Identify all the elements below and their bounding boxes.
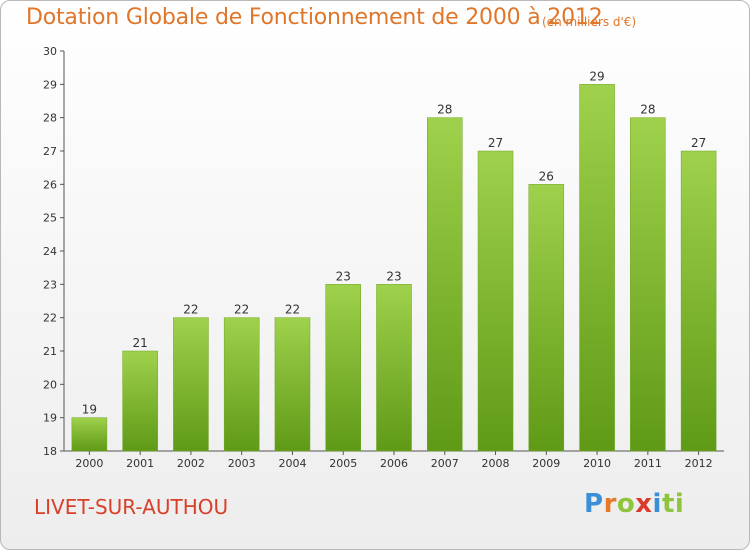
y-tick-label: 18: [43, 445, 57, 458]
bar: [477, 150, 514, 452]
x-tick-label: 2004: [278, 457, 306, 470]
logo-letter: ti: [661, 489, 685, 519]
y-tick-label: 25: [43, 212, 57, 225]
bar: [630, 117, 666, 452]
y-tick-label: 22: [43, 312, 57, 325]
data-label: 27: [488, 136, 503, 150]
data-label: 23: [336, 269, 351, 283]
data-label: 21: [133, 336, 148, 350]
bar: [579, 84, 615, 452]
y-tick-label: 30: [43, 45, 57, 58]
data-label: 29: [589, 69, 604, 83]
y-tick-label: 28: [43, 112, 57, 125]
chart-title: Dotation Globale de Fonctionnement de 20…: [26, 5, 603, 30]
data-label: 28: [437, 103, 452, 117]
data-label: 23: [386, 269, 401, 283]
logo-letter: x: [635, 489, 653, 519]
data-label: 26: [539, 169, 554, 183]
chart-labels: 19 21 22 22 22 23 23 28 27 26 29 28 27: [82, 69, 707, 416]
data-label: 22: [234, 303, 249, 317]
bar: [427, 117, 463, 452]
logo-letter: P: [584, 489, 604, 519]
x-tick-label: 2001: [126, 457, 154, 470]
data-label: 28: [640, 103, 655, 117]
bar: [325, 284, 361, 452]
x-tick-label: 2012: [685, 457, 713, 470]
y-tick-label: 23: [43, 278, 57, 291]
y-tick-label: 27: [43, 145, 57, 158]
bar: [274, 317, 311, 452]
proxiti-logo[interactable]: Proxiti: [584, 489, 684, 519]
data-label: 22: [285, 303, 300, 317]
x-tick-label: 2005: [329, 457, 357, 470]
x-tick-label: 2000: [75, 457, 103, 470]
y-tick-label: 29: [43, 78, 57, 91]
bar: [376, 284, 412, 452]
chart-axes: 18 19 20 21 22 23 24 25 26 27 28 29 30 2000 2001 2002 20…: [43, 45, 724, 470]
logo-letter: r: [603, 489, 617, 519]
bar: [173, 317, 209, 452]
x-tick-label: 2007: [431, 457, 459, 470]
bar: [223, 317, 260, 452]
logo-letter: o: [616, 489, 636, 519]
chart-subtitle: (en milliers d'€): [542, 15, 637, 29]
bar: [528, 184, 565, 452]
x-tick-label: 2006: [380, 457, 408, 470]
y-tick-label: 26: [43, 178, 57, 191]
x-tick-label: 2008: [482, 457, 510, 470]
data-label: 22: [183, 303, 198, 317]
chart-bars: [71, 84, 717, 452]
y-tick-label: 21: [43, 345, 57, 358]
x-tick-label: 2009: [532, 457, 560, 470]
bar: [122, 350, 158, 452]
y-tick-label: 20: [43, 378, 57, 391]
data-label: 27: [691, 136, 706, 150]
y-tick-label: 24: [43, 245, 57, 258]
bar: [680, 150, 717, 452]
bar: [71, 417, 108, 452]
x-tick-label: 2010: [583, 457, 611, 470]
y-tick-label: 19: [43, 412, 57, 425]
x-tick-label: 2002: [177, 457, 205, 470]
x-tick-label: 2003: [228, 457, 256, 470]
commune-name: LIVET-SUR-AUTHOU: [34, 495, 229, 519]
logo-letter: i: [652, 489, 662, 519]
data-label: 19: [82, 403, 97, 417]
x-tick-label: 2011: [634, 457, 662, 470]
